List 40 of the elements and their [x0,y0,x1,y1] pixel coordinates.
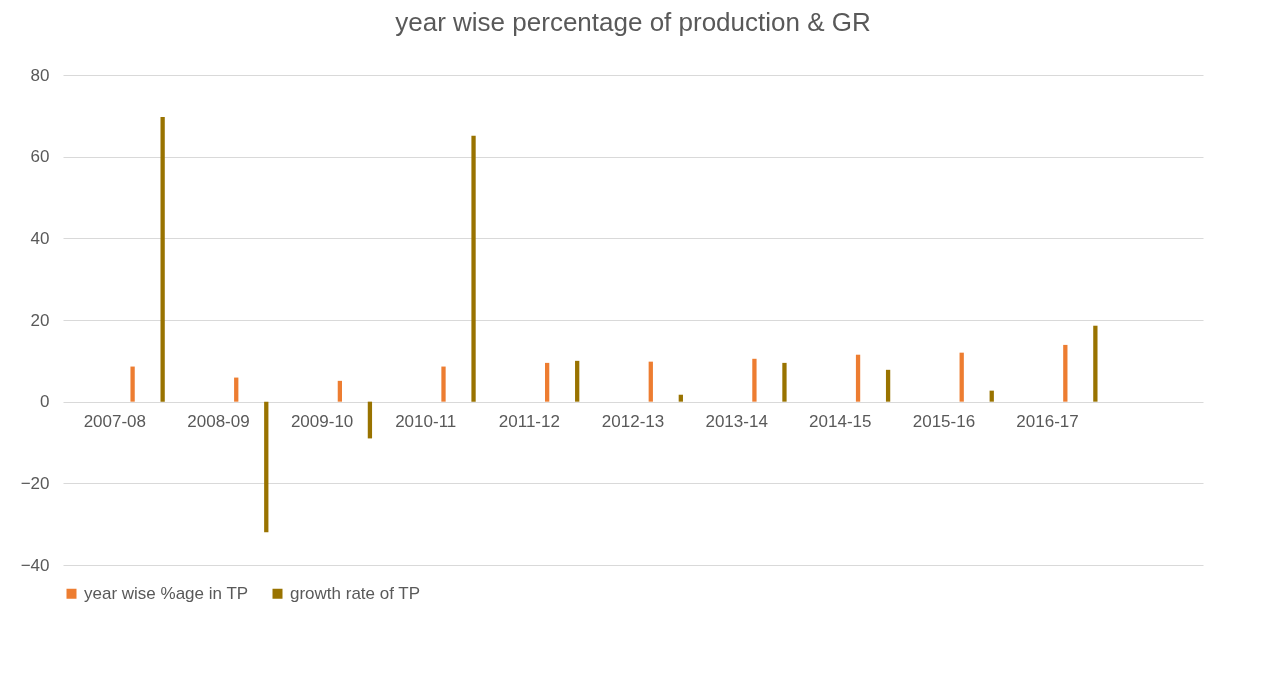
bar [367,401,373,439]
bar [1093,325,1098,402]
bar [337,380,343,402]
bar [234,377,239,402]
bar [855,354,861,402]
y-tick-label: 80 [30,65,50,85]
x-tick-label: 2009-10 [290,412,354,432]
bar [1063,344,1068,402]
x-tick-label: 2015-16 [912,412,976,432]
y-tick-label: −20 [20,473,50,493]
x-tick-label: 2011-12 [498,412,560,432]
x-tick-label: 2007-08 [83,412,147,432]
bar [782,362,787,402]
y-tick-label: 20 [30,310,50,330]
bar [678,394,683,402]
x-tick-label: 2010-11 [395,412,457,432]
bar [885,369,891,402]
y-tick-label: 40 [30,228,50,248]
legend-label: year wise %age in TP [84,583,249,603]
bar [441,366,446,402]
bar [545,362,550,402]
bar [160,117,165,402]
x-tick-label: 2008-09 [187,412,250,432]
bar [471,135,476,402]
x-tick-label: 2012-13 [601,412,665,432]
bar [130,366,135,402]
y-tick-label: −40 [20,555,50,575]
x-tick-label: 2013-14 [705,412,768,432]
legend-label: growth rate of TP [290,583,421,603]
y-tick-label: 0 [40,392,50,412]
bar [959,352,964,402]
bar [989,390,994,402]
x-tick-label: 2016-17 [1016,412,1079,432]
y-tick-label: 60 [30,147,50,167]
chart-title: year wise percentage of production & GR [395,7,871,37]
bar [648,361,653,402]
x-tick-label: 2014-15 [809,412,872,432]
bar [575,360,580,402]
bar [752,358,757,402]
bar [264,401,269,533]
